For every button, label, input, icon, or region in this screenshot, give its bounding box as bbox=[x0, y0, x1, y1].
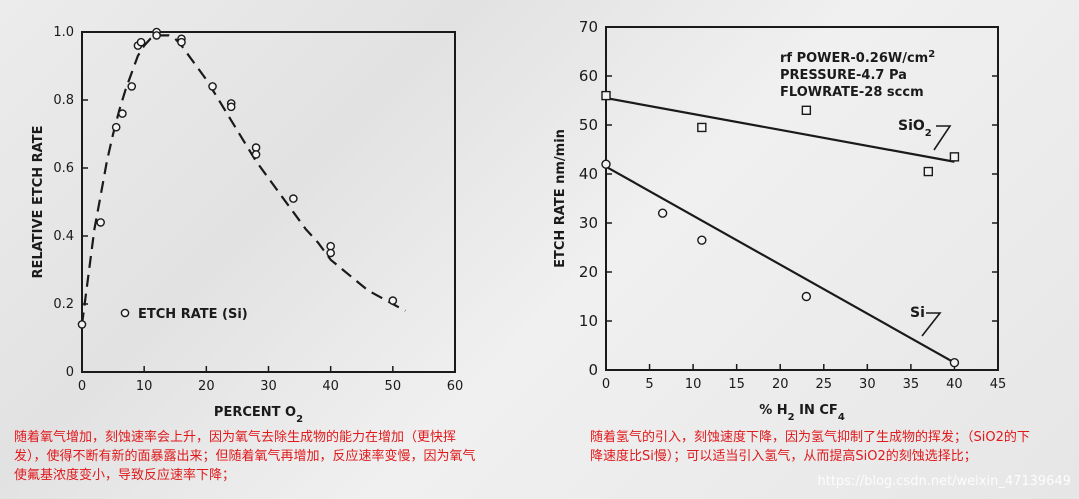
y-tick-label: 0.4 bbox=[53, 229, 74, 244]
si-series-label: Si bbox=[910, 305, 925, 321]
x-tick-label: 30 bbox=[859, 377, 876, 392]
data-point bbox=[177, 37, 186, 47]
x-tick-label: 40 bbox=[946, 377, 963, 392]
y-tick-label: 50 bbox=[579, 116, 598, 134]
right-caption: 随着氢气的引入，刻蚀速度下降，因为氢气抑制了生成物的挥发；（SiO2的下降速度比… bbox=[590, 430, 1030, 464]
y-tick-label: 1.0 bbox=[53, 25, 74, 40]
data-point bbox=[127, 82, 137, 91]
annotation-flowrate: FLOWRATE-28 sccm bbox=[780, 85, 924, 100]
y-tick-label: 20 bbox=[579, 263, 598, 281]
right-chart-panel: 0 5 10 15 20 25 30 35 40 45 0 10 20 30 40 50 60 70 % H2 IN… bbox=[530, 0, 1079, 430]
sio2-data-point bbox=[801, 105, 812, 116]
y-tick-label: 40 bbox=[579, 165, 598, 183]
data-point bbox=[96, 218, 105, 227]
data-point bbox=[152, 31, 161, 40]
data-point bbox=[208, 82, 217, 91]
si-fit-line bbox=[605, 165, 955, 364]
x-tick-label: 25 bbox=[816, 377, 833, 392]
sio2-series-label: SiO2 bbox=[898, 118, 932, 139]
left-caption: 随着氧气增加，刻蚀速率会上升，因为氧气去除生成物的能力在增加（更快挥发），使得不… bbox=[14, 430, 476, 483]
y-tick-label: 0.6 bbox=[53, 161, 74, 176]
data-point bbox=[388, 296, 398, 305]
si-data-point bbox=[949, 357, 960, 368]
right-chart: 0 5 10 15 20 25 30 35 40 45 0 10 20 30 40 50 60 70 % H2 IN… bbox=[553, 18, 1007, 423]
y-tick-label: 0 bbox=[66, 365, 74, 380]
si-label-leader bbox=[921, 312, 942, 337]
si-data-point bbox=[601, 159, 611, 169]
y-axis-label: ETCH RATE nm/min bbox=[553, 129, 568, 268]
left-chart: 0 10 20 30 40 50 60 0 0.2 0.4 0.6 0.8 1.0 PERCENT O2 R… bbox=[31, 25, 464, 425]
sio2-label-leader bbox=[933, 125, 952, 151]
x-tick-label: 10 bbox=[136, 379, 153, 394]
x-axis-label: % H2 IN CF4 bbox=[759, 403, 845, 423]
y-tick-label: 0.8 bbox=[53, 93, 74, 108]
x-tick-label: 40 bbox=[322, 379, 339, 394]
data-point bbox=[326, 248, 335, 258]
y-axis-label: RELATIVE ETCH RATE bbox=[31, 126, 46, 279]
sio2-data-point bbox=[697, 122, 707, 133]
x-tick-label: 20 bbox=[772, 377, 789, 392]
annotation-pressure: PRESSURE-4.7 Pa bbox=[780, 68, 907, 83]
si-data-point bbox=[657, 208, 668, 218]
legend-label: ETCH RATE (Si) bbox=[138, 307, 248, 322]
x-tick-label: 35 bbox=[903, 377, 920, 392]
annotation-power: rf POWER-0.26W/cm2 bbox=[780, 49, 935, 67]
data-point bbox=[136, 37, 146, 47]
y-tick-label: 30 bbox=[579, 214, 598, 232]
x-axis-label: PERCENT O2 bbox=[214, 405, 303, 425]
series-curve bbox=[80, 34, 406, 325]
x-tick-label: 15 bbox=[728, 377, 745, 392]
x-tick-label: 5 bbox=[645, 377, 653, 392]
plot-frame bbox=[605, 26, 999, 371]
y-tick-label: 70 bbox=[579, 18, 598, 36]
data-point bbox=[77, 320, 87, 329]
x-tick-label: 60 bbox=[447, 379, 464, 394]
x-tick-label: 0 bbox=[602, 377, 610, 392]
y-tick-label: 10 bbox=[579, 312, 598, 330]
sio2-data-point bbox=[601, 90, 611, 101]
si-data-point bbox=[801, 291, 812, 302]
y-tick-label: 0 bbox=[588, 361, 598, 379]
y-tick-label: 0.2 bbox=[53, 297, 74, 312]
sio2-data-point bbox=[923, 166, 934, 177]
x-tick-label: 50 bbox=[385, 379, 402, 394]
x-tick-label: 20 bbox=[198, 379, 215, 394]
data-point bbox=[251, 150, 261, 159]
data-point bbox=[118, 109, 127, 118]
x-tick-label: 10 bbox=[685, 377, 702, 392]
x-tick-label: 0 bbox=[78, 379, 86, 394]
sio2-fit-line bbox=[605, 96, 955, 163]
x-tick-label: 45 bbox=[990, 377, 1007, 392]
left-chart-panel: 0 10 20 30 40 50 60 0 0.2 0.4 0.6 0.8 1.0 PERCENT O2 R… bbox=[0, 0, 520, 430]
data-point bbox=[111, 122, 121, 132]
data-point bbox=[289, 194, 298, 203]
x-tick-label: 30 bbox=[260, 379, 277, 394]
watermark: https://blog.csdn.net/weixin_47139649 bbox=[817, 474, 1071, 489]
sio2-data-point bbox=[949, 152, 960, 162]
legend-marker bbox=[120, 308, 130, 318]
y-tick-label: 60 bbox=[579, 67, 598, 85]
data-point bbox=[226, 102, 236, 112]
si-data-point bbox=[697, 235, 707, 245]
